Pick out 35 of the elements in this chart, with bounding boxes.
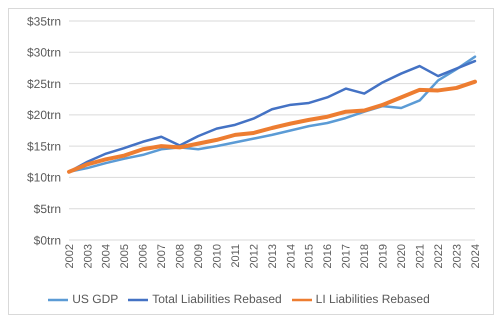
x-tick-label: 2019 xyxy=(378,244,390,268)
legend-label: LI Liabilities Rebased xyxy=(316,292,430,306)
y-tick-label: $25trn xyxy=(26,76,61,91)
x-tick-label: 2007 xyxy=(156,244,168,268)
x-tick-label: 2023 xyxy=(451,244,464,268)
x-tick-label: 2015 xyxy=(304,244,316,268)
y-tick-label: $15trn xyxy=(26,139,61,154)
x-tick-label: 2006 xyxy=(138,244,150,268)
x-tick-label: 2004 xyxy=(100,244,113,268)
x-tick-label: 2008 xyxy=(174,244,187,268)
x-tick-label: 2005 xyxy=(119,244,132,268)
x-tick-label: 2012 xyxy=(248,244,260,268)
x-tick-label: 2014 xyxy=(285,244,298,268)
x-tick-label: 2018 xyxy=(359,244,372,268)
line-series xyxy=(67,80,477,174)
x-tick-label: 2020 xyxy=(396,244,408,268)
x-tick-label: 2013 xyxy=(266,244,279,268)
x-tick-label: 2022 xyxy=(432,244,445,268)
y-tick-label: $10trn xyxy=(26,170,61,185)
x-tick-label: 2021 xyxy=(414,244,426,268)
x-tick-label: 2002 xyxy=(64,244,76,268)
x-tick-label: 2009 xyxy=(192,244,205,268)
legend-label: Total Liabilities Rebased xyxy=(152,292,282,306)
x-tick-label: 2011 xyxy=(230,244,242,268)
y-tick-label: $0trn xyxy=(34,233,61,248)
x-tick-label: 2016 xyxy=(322,244,334,268)
y-tick-label: $5trn xyxy=(34,202,61,216)
x-tick-label: 2003 xyxy=(82,244,94,268)
x-tick-label: 2017 xyxy=(340,244,353,268)
y-tick-label: $30trn xyxy=(26,46,61,60)
y-tick-label: $35trn xyxy=(26,14,61,28)
legend-label: US GDP xyxy=(72,292,118,306)
x-tick-label: 2024 xyxy=(470,244,482,268)
x-tick-label: 2010 xyxy=(211,244,224,268)
y-tick-label: $20trn xyxy=(26,108,61,122)
